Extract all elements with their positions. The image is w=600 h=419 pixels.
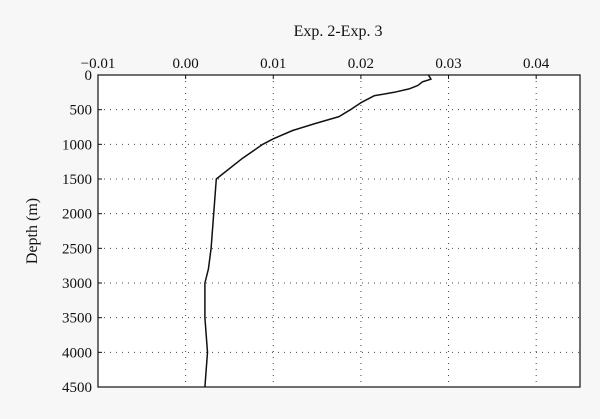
- y-tick-label: 1500: [62, 172, 92, 188]
- x-axis-title: Exp. 2-Exp. 3: [294, 23, 383, 40]
- y-tick-label: 2500: [62, 241, 92, 257]
- y-tick-label: 4500: [62, 380, 92, 396]
- series-layer: [204, 74, 432, 388]
- y-tick-label: 1000: [62, 137, 92, 153]
- y-tick-label: 3000: [62, 276, 92, 292]
- x-tick-label: 0.00: [173, 56, 199, 72]
- y-tick-label: 2000: [62, 207, 92, 223]
- x-tick-label: −0.01: [81, 56, 116, 72]
- grid-lines: [98, 75, 580, 387]
- x-ticks: −0.01 0.00 0.01 0.02 0.03 0.04: [81, 56, 550, 79]
- y-tick-label: 4000: [62, 345, 92, 361]
- plot-area-frame: [97, 74, 581, 388]
- y-tick-label: 3500: [62, 311, 92, 327]
- y-axis-title: Depth (m): [24, 198, 41, 264]
- y-tick-label: 500: [70, 103, 93, 119]
- series-line: [204, 74, 432, 388]
- x-tick-label: 0.02: [348, 56, 374, 72]
- x-tick-label: 0.01: [260, 56, 286, 72]
- y-tick-label: 0: [85, 68, 93, 84]
- x-tick-label: 0.03: [435, 56, 461, 72]
- y-ticks: 0 500 1000 1500 2000 2500 3000 3500 4000 4500: [62, 68, 102, 396]
- x-tick-label: 0.04: [523, 56, 550, 72]
